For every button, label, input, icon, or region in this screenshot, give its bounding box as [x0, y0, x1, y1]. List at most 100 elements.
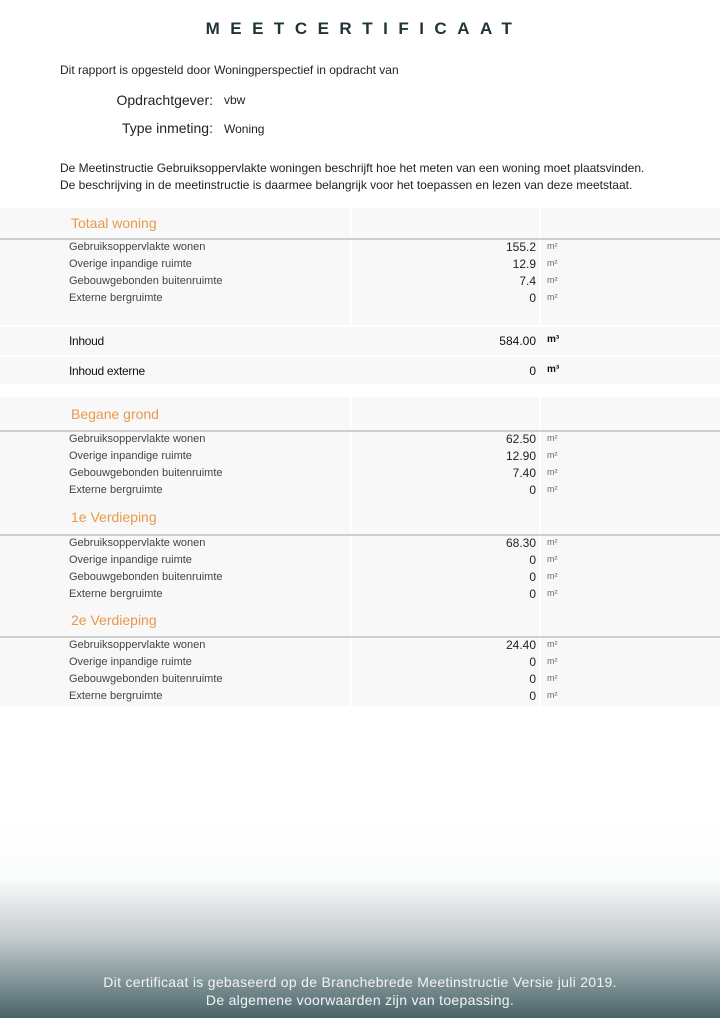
table-row: Gebruiksoppervlakte wonen 155.2 m² [0, 240, 720, 257]
intro-text: Dit rapport is opgesteld door Woningpers… [60, 63, 399, 77]
table-row: Externe bergruimte 0 m² [0, 689, 720, 706]
column-divider [539, 208, 541, 384]
row-label: Gebouwgebonden buitenruimte [69, 571, 223, 583]
row-label: Gebouwgebonden buitenruimte [69, 275, 223, 287]
white-gap [0, 355, 720, 357]
footer-line: De algemene voorwaarden zijn van toepass… [205, 992, 515, 1008]
table-row: Gebruiksoppervlakte wonen 62.50 m² [0, 432, 720, 449]
section-heading-total: Totaal woning [71, 215, 157, 231]
page-title: MEETCERTIFICAAT [205, 19, 523, 38]
row-label: Overige inpandige ruimte [69, 656, 192, 668]
section-heading-floor: 2e Verdieping [71, 612, 157, 628]
column-divider [350, 397, 352, 706]
row-label: Externe bergruimte [69, 292, 163, 304]
row-unit: m² [547, 690, 558, 700]
row-value: 68.30 [505, 536, 536, 550]
volume-row: Inhoud 584.00 m³ [0, 327, 720, 355]
footer-text: Dit certificaat is gebaseerd op de Branc… [0, 973, 720, 1009]
description-line: De beschrijving in de meetinstructie is … [60, 178, 633, 192]
footer-gradient [0, 820, 720, 1018]
row-value: 0 [529, 483, 536, 497]
row-value: 62.50 [505, 432, 536, 446]
white-gap [0, 325, 720, 327]
column-divider [350, 208, 352, 384]
row-label: Externe bergruimte [69, 588, 163, 600]
table-row: Gebouwgebonden buitenruimte 0 m² [0, 570, 720, 587]
row-unit: m² [547, 484, 558, 494]
row-label: Gebouwgebonden buitenruimte [69, 673, 223, 685]
row-unit: m² [547, 554, 558, 564]
row-value: 24.40 [505, 638, 536, 652]
table-row: Gebouwgebonden buitenruimte 7.40 m² [0, 466, 720, 483]
row-value: 0 [529, 570, 536, 584]
header-divider [0, 430, 720, 432]
table-row: Overige inpandige ruimte 12.90 m² [0, 449, 720, 466]
volume-unit: m³ [547, 364, 560, 375]
row-label: Gebruiksoppervlakte wonen [69, 241, 206, 253]
row-label: Gebouwgebonden buitenruimte [69, 467, 223, 479]
column-divider [539, 397, 541, 706]
row-unit: m² [547, 588, 558, 598]
row-value: 155.2 [505, 240, 536, 254]
total-section: Totaal woning Gebruiksoppervlakte wonen 15… [0, 208, 720, 384]
header-divider [0, 636, 720, 638]
row-value: 7.40 [512, 466, 536, 480]
section-heading-floor: Begane grond [71, 405, 159, 422]
description-line: De Meetinstructie Gebruiksoppervlakte wo… [60, 161, 645, 175]
row-unit: m² [547, 639, 558, 649]
header-divider [0, 534, 720, 536]
table-row: Overige inpandige ruimte 0 m² [0, 553, 720, 570]
row-label: Gebruiksoppervlakte wonen [69, 639, 206, 651]
row-unit: m² [547, 656, 558, 666]
table-row: Externe bergruimte 0 m² [0, 483, 720, 500]
row-unit: m² [547, 537, 558, 547]
client-label: Opdrachtgever: [116, 92, 214, 108]
client-value: vbw [224, 93, 246, 107]
section-heading-floor: 1e Verdieping [71, 509, 157, 525]
row-value: 0 [529, 655, 536, 669]
row-label: Externe bergruimte [69, 484, 163, 496]
volume-value: 584.00 [499, 334, 536, 348]
type-label: Type inmeting: [121, 120, 213, 136]
row-value: 7.4 [519, 274, 536, 288]
table-row: Gebouwgebonden buitenruimte 7.4 m² [0, 274, 720, 291]
volume-value: 0 [529, 364, 536, 378]
table-row: Gebruiksoppervlakte wonen 68.30 m² [0, 536, 720, 553]
row-value: 0 [529, 553, 536, 567]
table-row: Overige inpandige ruimte 0 m² [0, 655, 720, 672]
row-unit: m² [547, 292, 558, 302]
floors-section: Begane grond Gebruiksoppervlakte wonen 62.… [0, 397, 720, 706]
row-unit: m² [547, 467, 558, 477]
row-value: 12.90 [505, 449, 536, 463]
row-label: Overige inpandige ruimte [69, 554, 192, 566]
table-row: Overige inpandige ruimte 12.9 m² [0, 257, 720, 274]
type-value: Woning [224, 122, 265, 136]
row-label: Externe bergruimte [69, 690, 163, 702]
table-row: Externe bergruimte 0 m² [0, 587, 720, 604]
row-value: 0 [529, 291, 536, 305]
row-unit: m² [547, 450, 558, 460]
row-unit: m² [547, 571, 558, 581]
volume-label: Inhoud externe [69, 364, 145, 378]
row-label: Overige inpandige ruimte [69, 450, 192, 462]
row-unit: m² [547, 275, 558, 285]
row-label: Overige inpandige ruimte [69, 258, 192, 270]
row-label: Gebruiksoppervlakte wonen [69, 433, 206, 445]
volume-unit: m³ [547, 334, 560, 345]
row-value: 0 [529, 672, 536, 686]
row-unit: m² [547, 433, 558, 443]
row-value: 12.9 [512, 257, 536, 271]
table-row: Gebruiksoppervlakte wonen 24.40 m² [0, 638, 720, 655]
volume-label: Inhoud [69, 334, 104, 348]
row-unit: m² [547, 258, 558, 268]
table-row: Gebouwgebonden buitenruimte 0 m² [0, 672, 720, 689]
row-label: Gebruiksoppervlakte wonen [69, 537, 206, 549]
description: De Meetinstructie Gebruiksoppervlakte wo… [60, 160, 644, 194]
header-divider [0, 238, 720, 240]
volume-row: Inhoud externe 0 m³ [0, 357, 720, 383]
row-value: 0 [529, 689, 536, 703]
footer-line: Dit certificaat is gebaseerd op de Branc… [103, 974, 617, 990]
row-value: 0 [529, 587, 536, 601]
table-row: Externe bergruimte 0 m² [0, 291, 720, 308]
row-unit: m² [547, 241, 558, 251]
